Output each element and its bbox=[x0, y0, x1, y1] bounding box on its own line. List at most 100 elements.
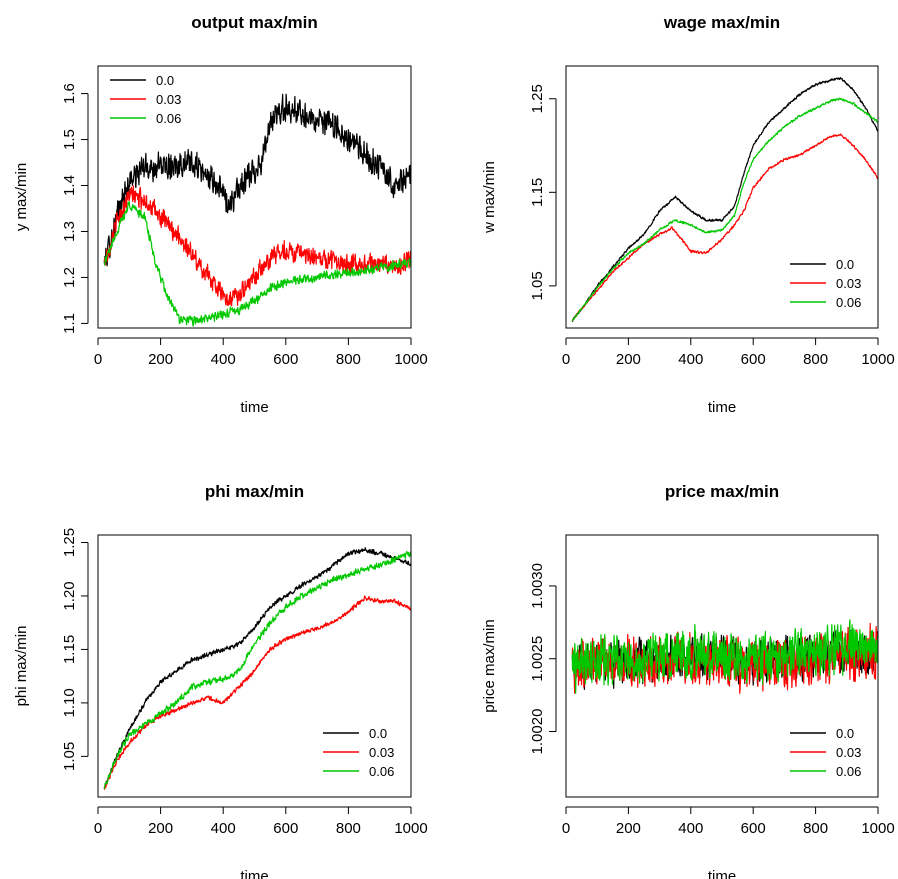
x-tick-label: 0 bbox=[562, 820, 570, 837]
x-tick-label: 200 bbox=[148, 820, 173, 837]
series-group bbox=[103, 547, 411, 790]
y-tick-label: 1.0025 bbox=[529, 636, 546, 682]
x-tick-label: 1000 bbox=[394, 351, 427, 368]
legend-background bbox=[786, 293, 870, 311]
series-line-0-03 bbox=[103, 595, 411, 790]
y-axis-label: w max/min bbox=[481, 161, 498, 234]
y-tick-label: 1.20 bbox=[61, 581, 78, 610]
legend: 0.0 0.03 0.06 bbox=[319, 724, 403, 780]
chart-title: wage max/min bbox=[663, 13, 780, 32]
x-tick-label: 1000 bbox=[861, 351, 894, 368]
series-line-0-06 bbox=[571, 619, 878, 694]
legend-background bbox=[319, 743, 403, 761]
x-tick-label: 200 bbox=[616, 351, 641, 368]
series-line-0-0 bbox=[103, 547, 411, 789]
legend-label: 0.0 bbox=[369, 726, 387, 741]
y-tick-label: 1.15 bbox=[61, 635, 78, 664]
legend-background bbox=[319, 724, 403, 742]
y-tick-label: 1.3 bbox=[61, 221, 78, 242]
y-tick-label: 1.2 bbox=[61, 267, 78, 288]
y-tick-label: 1.25 bbox=[529, 84, 546, 113]
plot-frame bbox=[565, 65, 879, 329]
x-tick-label: 400 bbox=[211, 351, 236, 368]
y-tick-label: 1.05 bbox=[61, 742, 78, 771]
legend-label: 0.0 bbox=[156, 73, 174, 88]
y-tick-label: 1.6 bbox=[61, 83, 78, 104]
legend: 0.0 0.03 0.06 bbox=[786, 724, 870, 780]
series-line-0-0 bbox=[103, 93, 411, 267]
panel-2: wage max/min 0 200 400 600 800 1000 time 1.05 1.1… bbox=[481, 13, 895, 416]
legend-label: 0.06 bbox=[836, 764, 861, 779]
legend: 0.0 0.03 0.06 bbox=[106, 71, 190, 127]
y-tick-label: 1.4 bbox=[61, 175, 78, 196]
y-tick-label: 1.05 bbox=[529, 271, 546, 300]
x-axis-label: time bbox=[708, 868, 736, 879]
x-tick-label: 600 bbox=[273, 820, 298, 837]
series-line-0-03 bbox=[571, 133, 878, 322]
x-tick-label: 200 bbox=[616, 820, 641, 837]
legend-label: 0.0 bbox=[836, 726, 854, 741]
legend-background bbox=[106, 90, 190, 108]
series-line-0-06 bbox=[103, 551, 411, 789]
legend-label: 0.03 bbox=[156, 92, 181, 107]
series-line-0-06 bbox=[103, 201, 411, 327]
legend-label: 0.0 bbox=[836, 257, 854, 272]
legend-background bbox=[786, 255, 870, 273]
x-tick-label: 400 bbox=[678, 351, 703, 368]
x-tick-label: 600 bbox=[273, 351, 298, 368]
x-tick-label: 200 bbox=[148, 351, 173, 368]
x-tick-label: 0 bbox=[94, 351, 102, 368]
chart-title: phi max/min bbox=[205, 482, 304, 501]
x-tick-label: 0 bbox=[562, 351, 570, 368]
plot-frame bbox=[97, 65, 412, 329]
chart-title: price max/min bbox=[665, 482, 779, 501]
x-tick-label: 800 bbox=[803, 351, 828, 368]
y-tick-label: 1.10 bbox=[61, 688, 78, 717]
series-line-0-03 bbox=[103, 185, 411, 307]
x-tick-label: 1000 bbox=[394, 820, 427, 837]
legend-background bbox=[106, 109, 190, 127]
legend-label: 0.03 bbox=[836, 745, 861, 760]
x-axis-label: time bbox=[240, 868, 268, 879]
series-group bbox=[571, 77, 878, 323]
legend-background bbox=[786, 724, 870, 742]
legend-label: 0.03 bbox=[369, 745, 394, 760]
x-tick-label: 800 bbox=[336, 820, 361, 837]
y-axis-label: price max/min bbox=[481, 619, 498, 712]
panel-4: price max/min 0 200 400 600 800 1000 time 1.0020… bbox=[481, 482, 895, 879]
x-tick-label: 0 bbox=[94, 820, 102, 837]
x-tick-label: 800 bbox=[336, 351, 361, 368]
legend-background bbox=[786, 743, 870, 761]
series-group bbox=[571, 619, 878, 694]
series-line-0-0 bbox=[571, 77, 878, 323]
x-tick-label: 1000 bbox=[861, 820, 894, 837]
y-tick-label: 1.25 bbox=[61, 528, 78, 557]
legend-label: 0.06 bbox=[156, 111, 181, 126]
x-axis-label: time bbox=[240, 399, 268, 416]
plot-frame bbox=[565, 534, 879, 798]
y-tick-label: 1.0020 bbox=[529, 709, 546, 755]
y-axis-label: phi max/min bbox=[13, 626, 30, 707]
y-tick-label: 1.5 bbox=[61, 129, 78, 150]
x-axis-label: time bbox=[708, 399, 736, 416]
legend-label: 0.03 bbox=[836, 276, 861, 291]
panel-1: output max/min 0 200 400 600 800 1000 time 1.1 1.… bbox=[13, 13, 428, 416]
series-line-0-06 bbox=[571, 97, 878, 322]
x-tick-label: 400 bbox=[678, 820, 703, 837]
legend-label: 0.06 bbox=[836, 295, 861, 310]
y-tick-label: 1.0030 bbox=[529, 563, 546, 609]
plot-frame bbox=[97, 534, 412, 798]
legend-background bbox=[786, 274, 870, 292]
x-tick-label: 600 bbox=[741, 820, 766, 837]
y-axis-label: y max/min bbox=[13, 163, 30, 231]
legend-background bbox=[319, 762, 403, 780]
y-tick-label: 1.1 bbox=[61, 313, 78, 334]
legend-background bbox=[106, 71, 190, 89]
series-group bbox=[103, 93, 411, 327]
legend: 0.0 0.03 0.06 bbox=[786, 255, 870, 311]
panel-3: phi max/min 0 200 400 600 800 1000 time 1.05 1.10… bbox=[13, 482, 428, 879]
legend-label: 0.06 bbox=[369, 764, 394, 779]
x-tick-label: 800 bbox=[803, 820, 828, 837]
legend-background bbox=[786, 762, 870, 780]
